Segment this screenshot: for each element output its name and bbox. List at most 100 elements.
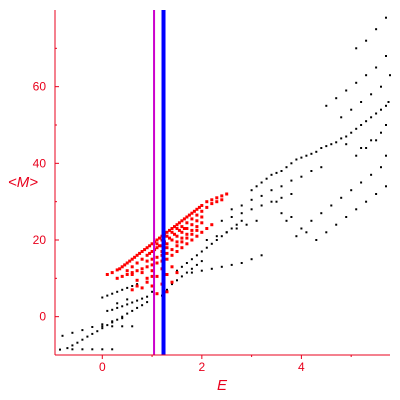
data-point [136,283,139,286]
data-point [116,306,119,309]
data-point [210,223,214,227]
data-point [220,198,224,202]
data-point [86,335,89,338]
data-point [101,325,104,328]
data-point [365,120,368,123]
data-point [171,283,173,286]
data-point [290,216,293,218]
data-point [121,315,124,318]
data-point [185,221,189,225]
data-point [325,145,328,148]
data-point [185,232,189,236]
vertical-lines [153,10,166,355]
data-point [365,200,368,203]
data-point [136,299,139,302]
data-point [250,258,253,261]
data-point [105,273,109,276]
data-point [200,250,203,253]
data-point [91,332,94,335]
data-point [205,205,209,209]
data-point [230,227,233,230]
data-point [140,250,144,253]
data-point [177,221,181,225]
data-point [192,209,196,213]
data-point [180,236,184,240]
data-point [355,47,358,50]
data-point [111,325,114,328]
axes [54,10,390,359]
data-point [148,244,152,248]
data-point [235,223,238,226]
data-point [365,147,368,149]
data-point [375,139,378,142]
data-point [118,267,122,271]
data-point [240,204,243,207]
data-point [121,288,124,291]
data-point [170,227,174,230]
data-point [310,152,313,155]
data-point [155,255,159,259]
data-point [305,231,308,234]
data-point [180,230,184,234]
data-point [176,279,178,282]
data-point [195,228,199,232]
data-point [130,257,134,261]
data-point [315,150,318,153]
data-point [255,185,258,188]
data-point [190,271,193,274]
data-point [141,297,144,300]
data-point [185,242,189,246]
data-point [200,209,204,213]
data-point [195,254,198,257]
data-point [125,273,129,276]
data-point [265,177,268,180]
data-point [210,267,213,270]
x-axis-title: E [217,377,228,394]
data-point [335,141,338,144]
data-point [365,74,368,77]
data-point [180,265,183,268]
y-tick-label: 40 [33,156,47,170]
data-point [170,265,174,269]
data-point [158,244,161,248]
data-point [145,276,149,280]
data-point [116,302,119,305]
data-point [190,267,193,270]
data-point [370,139,373,142]
data-point [340,137,343,140]
data-point [355,154,358,157]
data-point [145,253,149,257]
data-point [165,257,169,261]
data-point [180,225,184,229]
data-point [130,265,134,269]
x-tick-label: 0 [99,360,106,374]
data-point [185,236,189,240]
data-point [190,211,194,215]
data-point [175,244,179,248]
data-point [205,227,209,230]
data-point [131,301,134,304]
data-point [310,170,313,172]
data-point [260,194,263,197]
data-point [325,231,328,234]
data-point [150,242,154,246]
data-point [215,235,218,238]
data-point [168,228,171,232]
data-point [59,348,61,351]
data-point [240,219,243,222]
data-point [150,263,154,267]
data-point [200,269,203,272]
data-point [126,298,129,301]
data-point [190,228,194,232]
data-point [355,127,358,130]
data-point [180,240,184,244]
data-point [150,257,154,261]
data-point [146,301,149,304]
data-point [81,338,84,341]
data-point [330,204,333,207]
data-point [360,124,363,126]
data-point [170,248,174,252]
y-tick-label: 20 [33,233,47,247]
data-point [146,295,149,298]
